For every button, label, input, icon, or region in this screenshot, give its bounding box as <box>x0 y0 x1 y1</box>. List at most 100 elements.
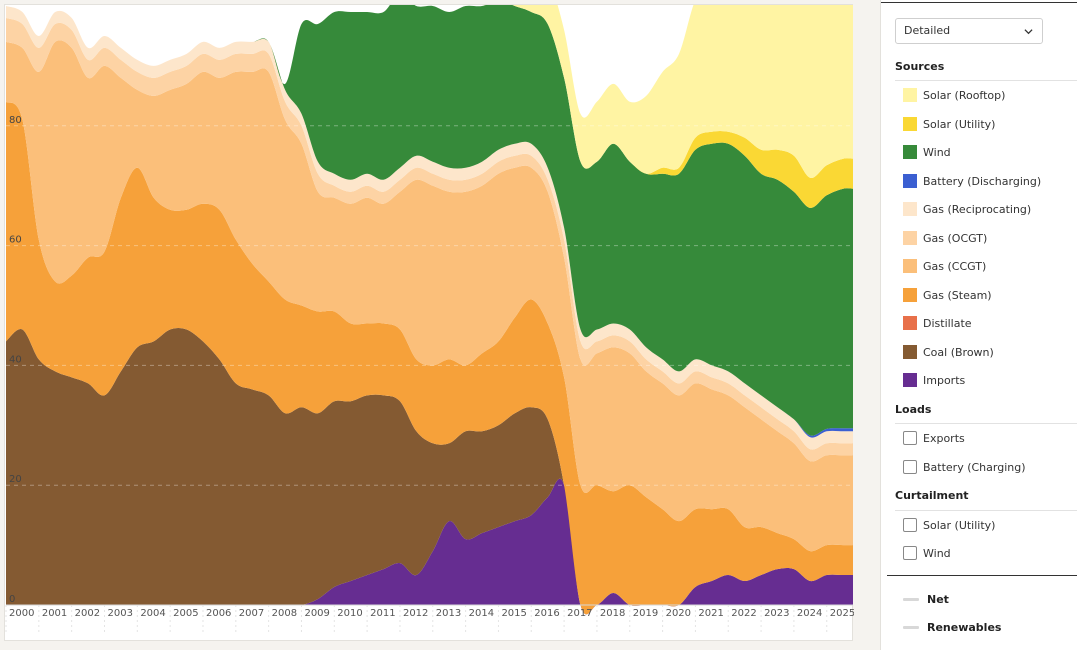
legend-label: Coal (Brown) <box>923 345 994 359</box>
coal-brown-swatch <box>903 345 917 359</box>
x-tick-label: 2025 <box>830 608 854 619</box>
legend-item-imports[interactable]: Imports <box>903 371 965 389</box>
panel-divider <box>887 575 1077 576</box>
net-line-swatch <box>903 597 919 601</box>
area-gas-ocgt <box>6 18 853 462</box>
x-tick-label: 2021 <box>698 608 723 619</box>
wind-swatch <box>903 145 917 159</box>
x-tick-label: 2007 <box>239 608 264 619</box>
legend-label: Distillate <box>923 316 972 330</box>
legend-label: Battery (Charging) <box>923 460 1026 474</box>
curtailment-wind-checkbox[interactable] <box>903 546 917 560</box>
legend-item-gas-steam[interactable]: Gas (Steam) <box>903 286 992 304</box>
legend-item-curtailment-solar-utility[interactable]: Solar (Utility) <box>903 516 995 534</box>
area-solar-rooftop <box>6 5 853 178</box>
legend-label: Solar (Utility) <box>923 518 996 532</box>
legend-item-distillate[interactable]: Distillate <box>903 314 972 332</box>
legend-item-wind[interactable]: Wind <box>903 143 951 161</box>
line-label: Net <box>927 592 949 606</box>
y-tick-label: 0 <box>9 594 15 605</box>
legend-label: Imports <box>923 373 966 387</box>
x-tick-label: 2009 <box>304 608 329 619</box>
x-tick-label: 2001 <box>42 608 67 619</box>
x-tick-label: 2012 <box>403 608 428 619</box>
curtailment-rule <box>895 510 1077 511</box>
solar-utility-swatch <box>903 117 917 131</box>
x-tick-label: 2024 <box>797 608 822 619</box>
area-gas-ccgt <box>6 40 853 552</box>
legend-label: Solar (Rooftop) <box>923 88 1006 102</box>
sources-rule <box>895 80 1077 81</box>
x-tick-label: 2006 <box>206 608 231 619</box>
legend-item-battery-charging[interactable]: Battery (Charging) <box>903 458 1026 476</box>
x-tick-label: 2013 <box>436 608 461 619</box>
x-tick-label: 2016 <box>534 608 559 619</box>
legend-label: Gas (Reciprocating) <box>923 202 1032 216</box>
x-tick-label: 2023 <box>764 608 789 619</box>
legend-label: Exports <box>923 431 965 445</box>
x-tick-label: 2003 <box>107 608 132 619</box>
battery-discharging-swatch <box>903 174 917 188</box>
legend-label: Solar (Utility) <box>923 117 996 131</box>
solar-rooftop-swatch <box>903 88 917 102</box>
legend-item-solar-utility[interactable]: Solar (Utility) <box>903 115 995 133</box>
legend-label: Gas (OCGT) <box>923 231 988 245</box>
line-toggle-net[interactable]: Net <box>903 590 949 608</box>
x-tick-label: 2002 <box>75 608 100 619</box>
legend-item-gas-ocgt[interactable]: Gas (OCGT) <box>903 229 987 247</box>
x-tick-label: 2015 <box>501 608 526 619</box>
x-tick-label: 2018 <box>600 608 625 619</box>
area-coal-brown <box>6 328 853 615</box>
curtailment-solar-utility-checkbox[interactable] <box>903 518 917 532</box>
legend-item-gas-reciprocating[interactable]: Gas (Reciprocating) <box>903 200 1031 218</box>
area-imports <box>6 478 853 615</box>
x-tick-label: 2017 <box>567 608 592 619</box>
area-gas-steam <box>6 101 853 615</box>
legend-item-solar-rooftop[interactable]: Solar (Rooftop) <box>903 86 1005 104</box>
legend-item-coal-brown[interactable]: Coal (Brown) <box>903 343 994 361</box>
view-mode-value: Detailed <box>904 24 951 37</box>
legend-label: Gas (Steam) <box>923 288 992 302</box>
stacked-area-chart[interactable]: 0 20 40 60 80 2000 2001 2002 2003 2004 2005 2006 200… <box>4 4 854 641</box>
chevron-down-icon <box>1024 29 1033 35</box>
legend-label: Gas (CCGT) <box>923 259 987 273</box>
x-tick-label: 2022 <box>731 608 756 619</box>
legend-label: Wind <box>923 145 951 159</box>
line-label: Renewables <box>927 620 1002 634</box>
panel-top-rule <box>881 2 1077 3</box>
exports-checkbox[interactable] <box>903 431 917 445</box>
gas-reciprocating-swatch <box>903 202 917 216</box>
line-toggle-renewables[interactable]: Renewables <box>903 618 1001 636</box>
y-tick-label: 40 <box>9 354 22 365</box>
gas-steam-swatch <box>903 288 917 302</box>
legend-item-battery-discharging[interactable]: Battery (Discharging) <box>903 172 1041 190</box>
x-tick-label: 2000 <box>9 608 34 619</box>
legend-item-curtailment-wind[interactable]: Wind <box>903 544 951 562</box>
x-tick-label: 2011 <box>370 608 395 619</box>
loads-title: Loads <box>895 403 932 416</box>
loads-rule <box>895 423 1077 424</box>
area-gas-reciprocating <box>6 6 853 450</box>
distillate-swatch <box>903 316 917 330</box>
x-tick-label: 2019 <box>633 608 658 619</box>
x-tick-label: 2020 <box>666 608 691 619</box>
chart-svg: 0 20 40 60 80 2000 2001 2002 2003 2004 2005 2006 200… <box>5 5 854 635</box>
gas-ocgt-swatch <box>903 231 917 245</box>
y-tick-label: 60 <box>9 235 22 246</box>
y-tick-label: 20 <box>9 474 22 485</box>
imports-swatch <box>903 373 917 387</box>
curtailment-title: Curtailment <box>895 489 969 502</box>
renewables-line-swatch <box>903 625 919 629</box>
x-tick-label: 2014 <box>469 608 494 619</box>
sources-title: Sources <box>895 60 945 73</box>
view-mode-select[interactable]: Detailed <box>895 18 1043 44</box>
area-wind <box>6 5 853 436</box>
legend-item-exports[interactable]: Exports <box>903 429 965 447</box>
x-tick-label: 2004 <box>140 608 165 619</box>
x-tick-label: 2005 <box>173 608 198 619</box>
battery-charging-checkbox[interactable] <box>903 460 917 474</box>
legend-label: Wind <box>923 546 951 560</box>
legend-item-gas-ccgt[interactable]: Gas (CCGT) <box>903 257 986 275</box>
gas-ccgt-swatch <box>903 259 917 273</box>
legend-label: Battery (Discharging) <box>923 174 1042 188</box>
